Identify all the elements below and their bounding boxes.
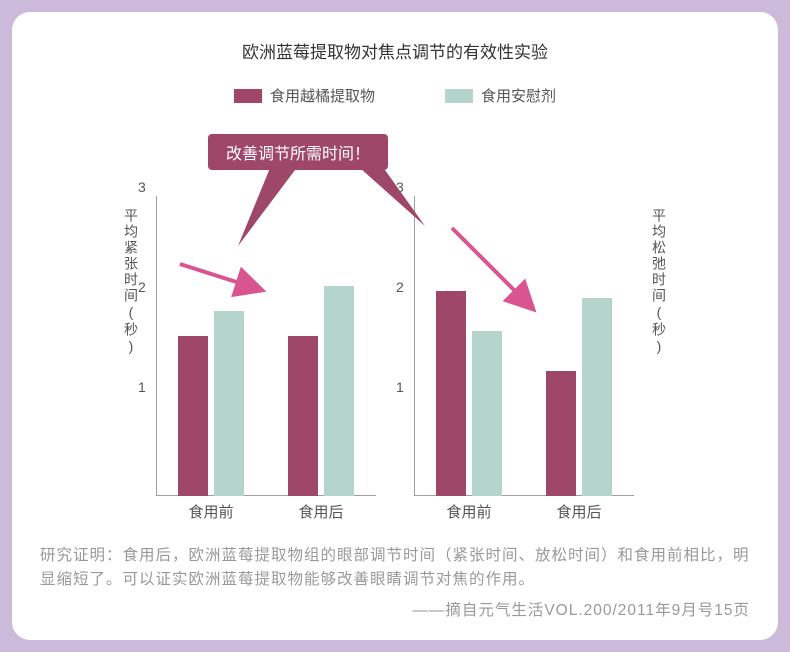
right-xlabel-1: 食用后 <box>524 501 634 522</box>
outer-frame: 欧洲蓝莓提取物对焦点调节的有效性实验 食用越橘提取物 食用安慰剂 改善调节所需时… <box>0 0 790 652</box>
left-ylabel: 平均紧张时间(秒) <box>124 208 138 356</box>
left-bars <box>156 196 376 496</box>
right-bars <box>414 196 634 496</box>
bar-r-after-a <box>546 371 576 496</box>
left-xlabel-1: 食用后 <box>266 501 376 522</box>
ytick-3: 3 <box>396 179 404 195</box>
bar-l-before-a <box>178 336 208 496</box>
ytick-1: 1 <box>396 379 404 395</box>
bar-l-after-a <box>288 336 318 496</box>
bar-r-before-a <box>436 291 466 496</box>
right-chart: 1 2 3 食用前 食 <box>404 116 664 496</box>
legend: 食用越橘提取物 食用安慰剂 <box>40 85 750 106</box>
left-axis-box: 1 2 3 食用前 食 <box>156 196 376 496</box>
callout: 改善调节所需时间！ <box>208 134 388 170</box>
right-group-after <box>524 196 634 496</box>
bar-r-before-b <box>472 331 502 496</box>
right-xlabels: 食用前 食用后 <box>414 501 634 522</box>
card: 欧洲蓝莓提取物对焦点调节的有效性实验 食用越橘提取物 食用安慰剂 改善调节所需时… <box>12 12 778 640</box>
left-chart: 平均紧张时间(秒) 1 2 3 <box>126 116 386 496</box>
callout-text: 改善调节所需时间！ <box>208 134 388 170</box>
right-xlabel-0: 食用前 <box>414 501 524 522</box>
legend-item-b: 食用安慰剂 <box>445 85 556 106</box>
swatch-b <box>445 89 473 103</box>
left-group-before <box>156 196 266 496</box>
ytick-3: 3 <box>138 179 146 195</box>
right-axis-box: 1 2 3 食用前 食 <box>414 196 634 496</box>
legend-label-b: 食用安慰剂 <box>481 85 556 106</box>
left-group-after <box>266 196 376 496</box>
right-group-before <box>414 196 524 496</box>
ytick-2: 2 <box>396 279 404 295</box>
left-xlabel-0: 食用前 <box>156 501 266 522</box>
citation: ——摘自元气生活VOL.200/2011年9月号15页 <box>40 598 750 620</box>
body-text: 研究证明：食用后，欧洲蓝莓提取物组的眼部调节时间（紧张时间、放松时间）和食用前相… <box>40 544 750 592</box>
left-xlabels: 食用前 食用后 <box>156 501 376 522</box>
ytick-2: 2 <box>138 279 146 295</box>
legend-label-a: 食用越橘提取物 <box>270 85 375 106</box>
chart-title: 欧洲蓝莓提取物对焦点调节的有效性实验 <box>40 38 750 63</box>
bar-r-after-b <box>582 298 612 496</box>
legend-item-a: 食用越橘提取物 <box>234 85 375 106</box>
right-ylabel: 平均松弛时间(秒) <box>652 208 666 356</box>
ytick-1: 1 <box>138 379 146 395</box>
charts-wrap: 改善调节所需时间！ 平均紧张时间(秒) <box>40 116 750 496</box>
swatch-a <box>234 89 262 103</box>
bar-l-after-b <box>324 286 354 496</box>
bar-l-before-b <box>214 311 244 496</box>
